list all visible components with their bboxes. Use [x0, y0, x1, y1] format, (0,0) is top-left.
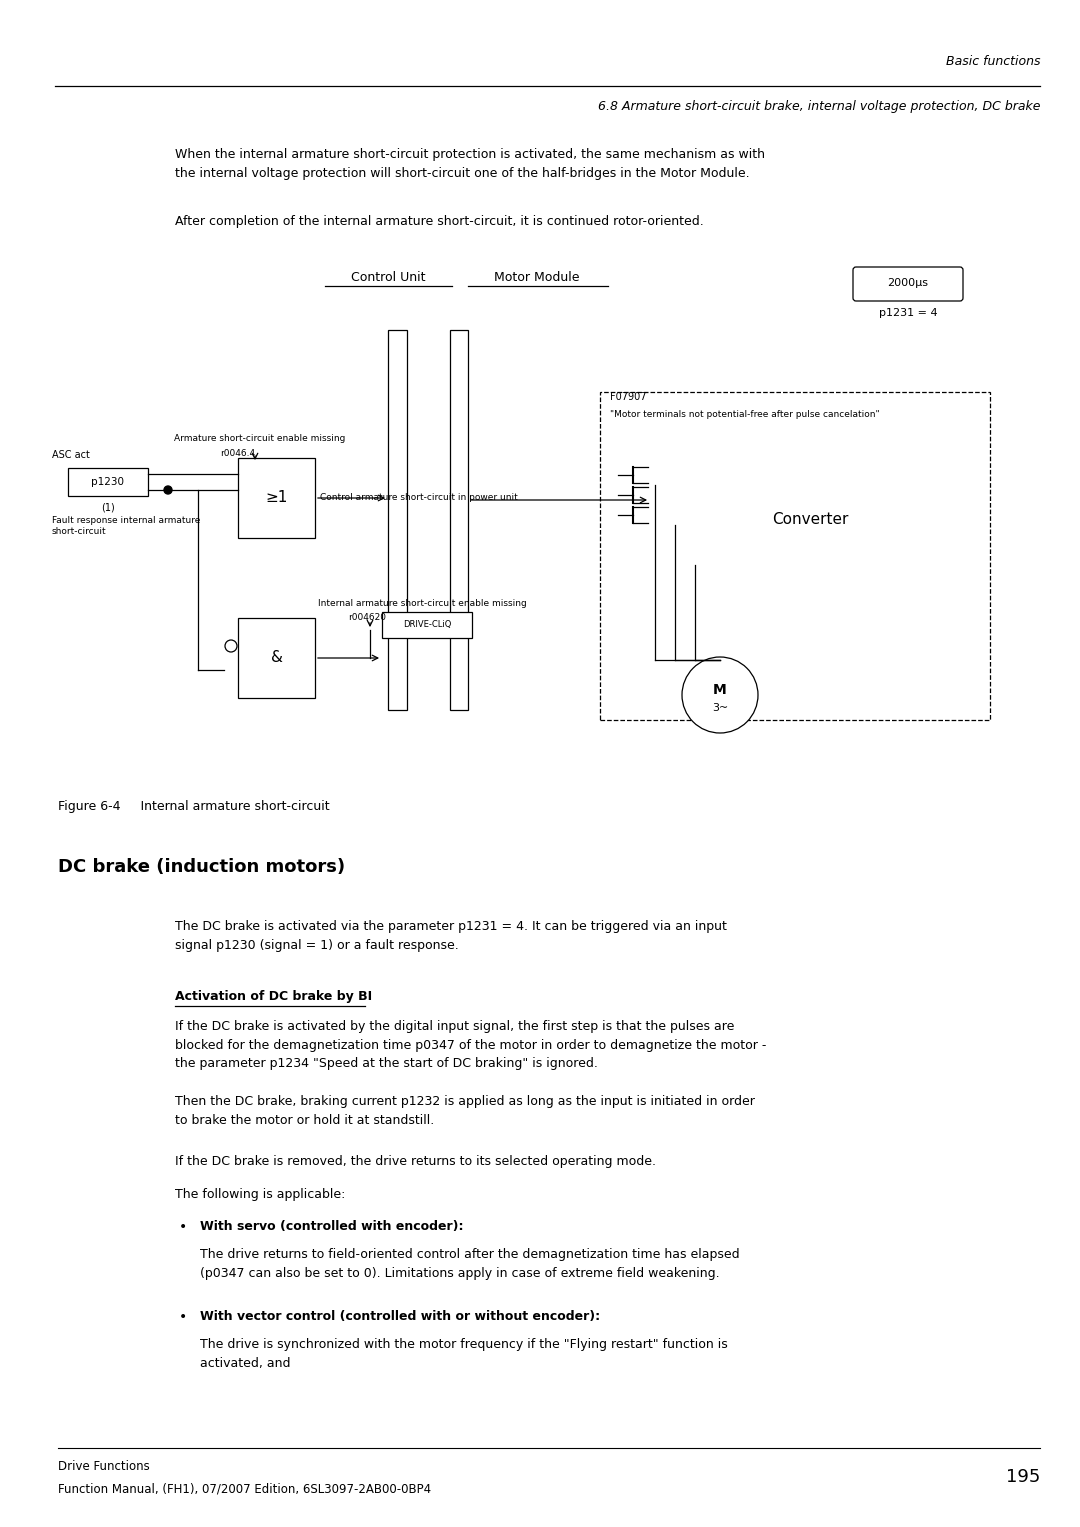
- Text: F07907: F07907: [610, 392, 647, 402]
- Circle shape: [681, 657, 758, 733]
- Bar: [238, 458, 315, 538]
- Bar: [382, 612, 472, 638]
- Text: Then the DC brake, braking current p1232 is applied as long as the input is init: Then the DC brake, braking current p1232…: [175, 1095, 755, 1127]
- Text: •: •: [179, 1310, 187, 1324]
- Text: 2000μs: 2000μs: [888, 278, 929, 289]
- Text: When the internal armature short-circuit protection is activated, the same mecha: When the internal armature short-circuit…: [175, 148, 765, 180]
- Text: After completion of the internal armature short-circuit, it is continued rotor-o: After completion of the internal armatur…: [175, 215, 704, 228]
- Text: The drive is synchronized with the motor frequency if the "Flying restart" funct: The drive is synchronized with the motor…: [200, 1338, 728, 1370]
- Text: The drive returns to field-oriented control after the demagnetization time has e: The drive returns to field-oriented cont…: [200, 1248, 740, 1280]
- Text: 3~: 3~: [712, 702, 728, 713]
- FancyBboxPatch shape: [853, 267, 963, 301]
- Text: With vector control (controlled with or without encoder):: With vector control (controlled with or …: [200, 1310, 600, 1322]
- Text: Control Unit: Control Unit: [351, 270, 426, 284]
- Text: Basic functions: Basic functions: [945, 55, 1040, 69]
- Text: ≥1: ≥1: [266, 490, 287, 505]
- Text: p1230: p1230: [92, 476, 124, 487]
- Text: p1231 = 4: p1231 = 4: [879, 308, 937, 318]
- Bar: [238, 618, 315, 698]
- Text: Function Manual, (FH1), 07/2007 Edition, 6SL3097-2AB00-0BP4: Function Manual, (FH1), 07/2007 Edition,…: [58, 1483, 431, 1496]
- Text: The DC brake is activated via the parameter p1231 = 4. It can be triggered via a: The DC brake is activated via the parame…: [175, 919, 727, 951]
- Text: Armature short-circuit enable missing: Armature short-circuit enable missing: [174, 434, 346, 443]
- Text: (1): (1): [102, 502, 114, 512]
- Text: Fault response internal armature
short-circuit: Fault response internal armature short-c…: [52, 516, 201, 536]
- Text: Converter: Converter: [772, 513, 848, 527]
- Bar: [450, 330, 468, 710]
- Text: DC brake (induction motors): DC brake (induction motors): [58, 858, 346, 876]
- Text: 195: 195: [1005, 1467, 1040, 1486]
- Bar: [388, 330, 407, 710]
- Circle shape: [164, 486, 172, 495]
- Circle shape: [225, 640, 237, 652]
- Text: Internal armature short-circuit enable missing: Internal armature short-circuit enable m…: [318, 599, 527, 608]
- Text: If the DC brake is removed, the drive returns to its selected operating mode.: If the DC brake is removed, the drive re…: [175, 1154, 656, 1168]
- Text: If the DC brake is activated by the digital input signal, the first step is that: If the DC brake is activated by the digi…: [175, 1020, 767, 1070]
- Bar: [68, 467, 148, 496]
- Text: r0046.4: r0046.4: [220, 449, 255, 458]
- Text: Control armature short-circuit in power unit: Control armature short-circuit in power …: [320, 493, 517, 501]
- Text: Figure 6-4     Internal armature short-circuit: Figure 6-4 Internal armature short-circu…: [58, 800, 329, 812]
- Text: DRIVE-CLiQ: DRIVE-CLiQ: [403, 620, 451, 629]
- Text: With servo (controlled with encoder):: With servo (controlled with encoder):: [200, 1220, 463, 1232]
- Text: "Motor terminals not potential-free after pulse cancelation": "Motor terminals not potential-free afte…: [610, 411, 879, 418]
- Text: &: &: [270, 651, 283, 666]
- Text: The following is applicable:: The following is applicable:: [175, 1188, 346, 1202]
- Text: •: •: [179, 1220, 187, 1234]
- Text: M: M: [713, 683, 727, 696]
- Text: Drive Functions: Drive Functions: [58, 1460, 150, 1474]
- Text: r004620: r004620: [348, 612, 386, 621]
- Text: Activation of DC brake by BI: Activation of DC brake by BI: [175, 989, 373, 1003]
- Text: ASC act: ASC act: [52, 450, 90, 460]
- Text: Motor Module: Motor Module: [495, 270, 580, 284]
- Bar: [600, 392, 990, 721]
- Text: 6.8 Armature short-circuit brake, internal voltage protection, DC brake: 6.8 Armature short-circuit brake, intern…: [597, 99, 1040, 113]
